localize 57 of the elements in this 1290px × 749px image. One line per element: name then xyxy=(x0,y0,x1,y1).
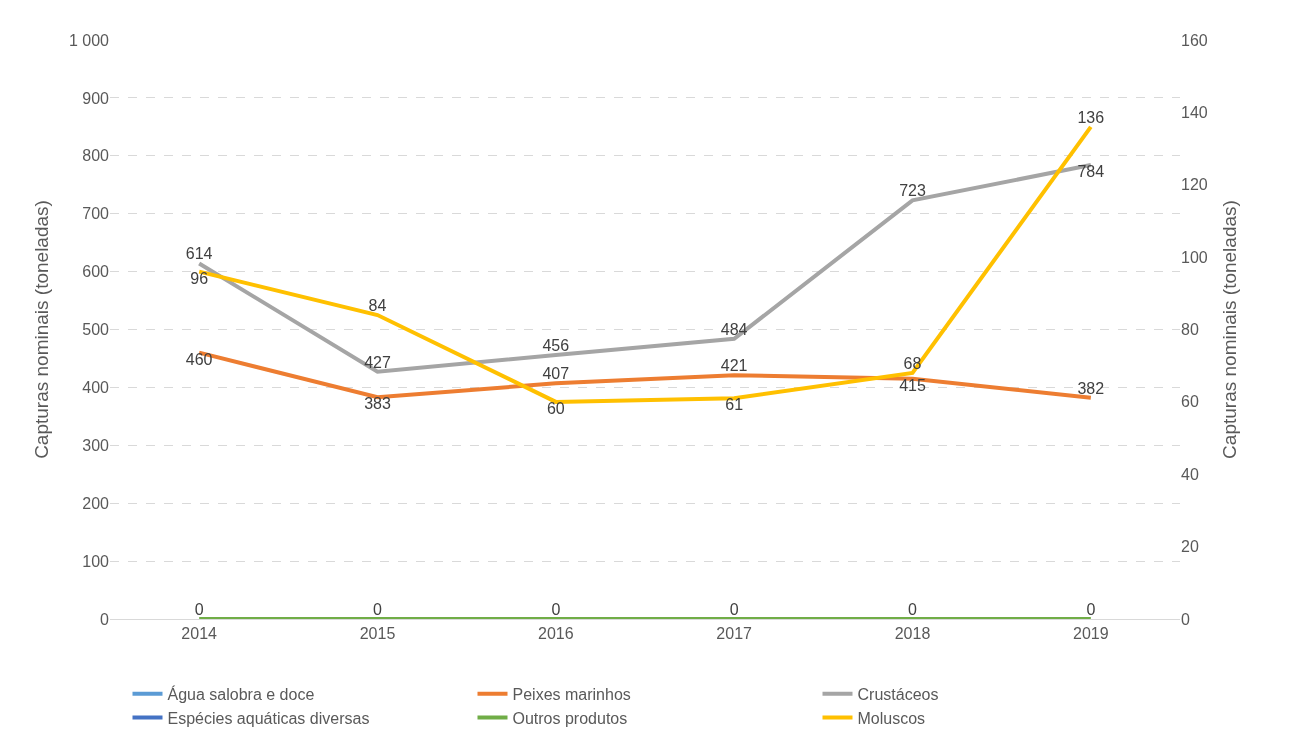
data-label: 136 xyxy=(1077,108,1105,126)
y-tick-label: 400 xyxy=(82,379,110,396)
y-tick-label: 500 xyxy=(82,321,110,339)
legend-label: Espécies aquáticas diversas xyxy=(167,709,370,727)
y2-tick-label: 60 xyxy=(1181,393,1199,411)
y2-tick-label: 140 xyxy=(1181,103,1208,121)
data-label: 614 xyxy=(185,245,213,263)
y2-tick-label: 160 xyxy=(1181,31,1208,49)
y-tick-label: 800 xyxy=(82,147,110,165)
data-label: 0 xyxy=(551,601,561,618)
legend-label: Outros produtos xyxy=(512,709,628,727)
data-label: 96 xyxy=(190,269,209,287)
data-label: 383 xyxy=(364,395,391,413)
data-label: 0 xyxy=(194,601,204,618)
y2-tick-label: 80 xyxy=(1181,321,1199,339)
legend-label: Peixes marinhos xyxy=(512,686,631,704)
y-tick-label: 1 000 xyxy=(68,31,110,49)
x-tick-label: 2015 xyxy=(359,625,396,643)
y2-tick-label: 20 xyxy=(1181,538,1199,556)
data-label: 407 xyxy=(542,365,570,383)
data-label: 415 xyxy=(899,376,926,394)
x-tick-label: 2014 xyxy=(181,625,218,643)
x-tick-label: 2016 xyxy=(538,625,574,643)
data-label: 0 xyxy=(908,601,918,618)
data-label: 382 xyxy=(1077,379,1105,397)
y-tick-label: 200 xyxy=(82,494,110,512)
x-tick-label: 2017 xyxy=(716,625,753,643)
y-tick-label: 100 xyxy=(82,552,110,570)
data-label: 784 xyxy=(1077,163,1105,181)
data-label: 427 xyxy=(364,353,391,371)
y2-tick-label: 0 xyxy=(1181,610,1190,628)
data-label: 723 xyxy=(899,182,926,200)
y-tick-label: 300 xyxy=(82,436,110,454)
data-label: 460 xyxy=(185,350,213,368)
y2-tick-label: 40 xyxy=(1181,465,1199,483)
y-tick-label: 600 xyxy=(82,263,110,281)
y-axis-title: Capturas nominais (toneladas) xyxy=(30,200,52,459)
legend-label: Água salobra e doce xyxy=(167,685,315,704)
y2-tick-label: 120 xyxy=(1181,176,1208,194)
x-tick-label: 2018 xyxy=(894,625,931,643)
y-tick-label: 900 xyxy=(82,89,110,107)
data-label: 421 xyxy=(720,357,748,375)
data-label: 0 xyxy=(1086,601,1096,618)
x-tick-label: 2019 xyxy=(1073,625,1109,643)
data-label: 84 xyxy=(368,297,387,315)
data-label: 0 xyxy=(729,601,739,618)
legend-label: Crustáceos xyxy=(857,686,939,704)
data-label: 456 xyxy=(542,336,570,354)
y2-tick-label: 100 xyxy=(1181,248,1208,266)
data-label: 61 xyxy=(725,396,744,414)
y2-axis-title: Capturas nominais (toneladas) xyxy=(1218,200,1240,459)
data-label: 60 xyxy=(546,399,565,417)
data-label: 0 xyxy=(373,601,383,618)
y-tick-label: 700 xyxy=(82,205,110,223)
y-tick-label: 0 xyxy=(100,610,110,628)
data-label: 484 xyxy=(720,320,748,338)
legend-label: Moluscos xyxy=(857,709,926,727)
